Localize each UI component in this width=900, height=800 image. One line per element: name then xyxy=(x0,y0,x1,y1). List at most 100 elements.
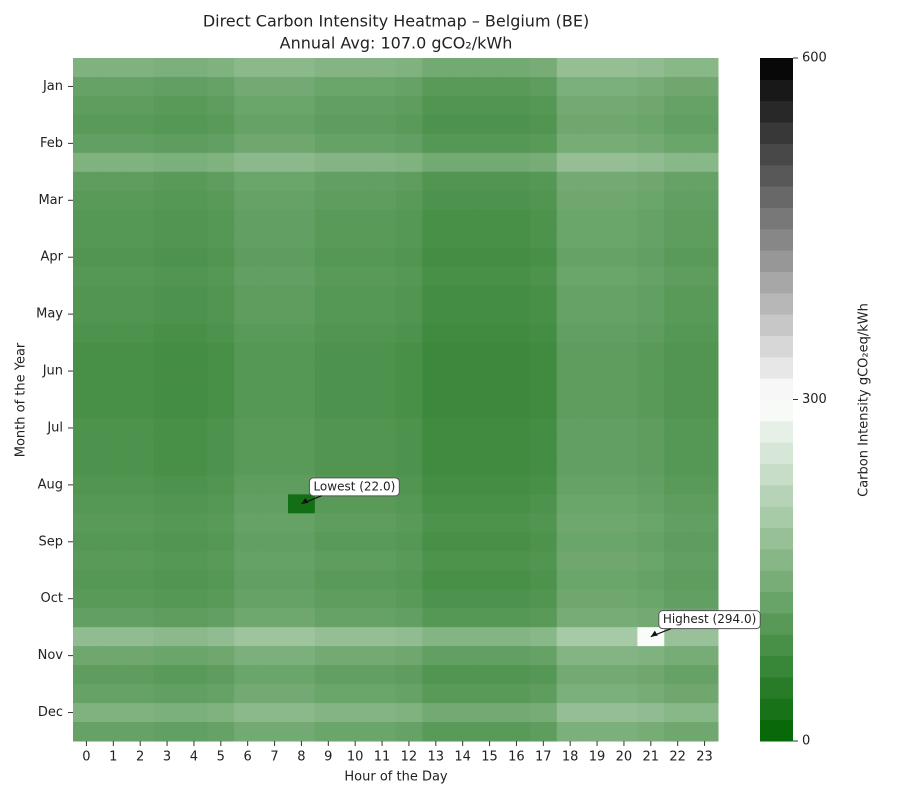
heat-cell xyxy=(180,171,208,192)
heat-cell xyxy=(261,494,289,514)
heat-cell xyxy=(476,532,504,552)
heat-cell xyxy=(503,361,531,382)
heat-cell xyxy=(449,399,477,419)
heat-cell xyxy=(529,285,558,306)
y-tick-label: Sep xyxy=(38,534,63,549)
heat-cell xyxy=(207,684,235,704)
heat-cell xyxy=(261,551,289,571)
heat-cell xyxy=(99,532,128,552)
heat-cell xyxy=(449,513,477,533)
heat-cell xyxy=(395,551,423,571)
heat-cell xyxy=(664,722,692,742)
heat-cell xyxy=(691,513,719,533)
heat-cell xyxy=(341,114,370,135)
heat-cell xyxy=(529,58,558,78)
heat-cell xyxy=(180,190,208,211)
heat-cell xyxy=(395,418,423,438)
heat-cell xyxy=(153,171,181,192)
heat-cell xyxy=(341,323,370,344)
heat-cell xyxy=(422,646,450,666)
heat-cell xyxy=(691,532,719,552)
heat-cell xyxy=(341,456,370,476)
heat-cell xyxy=(126,532,155,552)
heat-cell xyxy=(180,228,208,249)
x-tick-label: 6 xyxy=(244,750,252,765)
heat-cell xyxy=(529,399,558,419)
heat-cell xyxy=(180,399,208,419)
heat-cell xyxy=(126,703,155,723)
y-tick-label: Jan xyxy=(42,79,63,94)
heat-cell xyxy=(449,665,477,685)
heat-cell xyxy=(449,133,477,154)
heat-cell xyxy=(261,437,289,457)
heat-cell xyxy=(395,304,423,325)
heat-cell xyxy=(314,380,343,400)
heat-cell xyxy=(153,323,181,344)
annotation-arrowhead xyxy=(301,497,309,504)
heat-cell xyxy=(610,722,638,742)
heat-cell xyxy=(314,589,343,609)
heat-cell xyxy=(288,95,316,116)
heat-cell xyxy=(99,437,128,457)
heat-cell xyxy=(368,513,396,533)
heat-cell xyxy=(288,608,316,628)
heat-cell xyxy=(368,361,396,382)
heat-cell xyxy=(207,228,235,249)
heat-cell xyxy=(368,58,396,78)
heat-cell xyxy=(73,437,101,457)
heat-cell xyxy=(73,114,101,135)
heat-cell xyxy=(691,209,719,230)
heat-cell xyxy=(664,58,692,78)
heat-cell xyxy=(207,551,235,571)
heat-cell xyxy=(610,418,638,438)
heat-cell xyxy=(153,58,181,78)
heat-cell xyxy=(395,665,423,685)
heat-cell xyxy=(691,722,719,742)
heat-cell xyxy=(691,475,719,495)
heat-cell xyxy=(664,665,692,685)
heat-cell xyxy=(529,437,558,457)
heat-cell xyxy=(395,152,423,173)
colorbar-step xyxy=(760,548,793,571)
heat-cell xyxy=(556,684,585,704)
heat-cell xyxy=(637,399,665,419)
heat-cell xyxy=(261,95,289,116)
heat-cell xyxy=(207,665,235,685)
heat-cell xyxy=(234,247,262,268)
heat-cell xyxy=(664,684,692,704)
heat-cell xyxy=(73,152,101,173)
heat-cell xyxy=(691,285,719,306)
heat-cell xyxy=(610,380,638,400)
heat-cell xyxy=(314,133,343,154)
heat-cell xyxy=(207,513,235,533)
heat-cell xyxy=(126,646,155,666)
heat-cell xyxy=(368,152,396,173)
heat-cell xyxy=(610,494,638,514)
heat-cell xyxy=(449,342,477,363)
heat-cell xyxy=(341,190,370,211)
heat-cell xyxy=(556,361,585,382)
heat-cell xyxy=(261,266,289,287)
heat-cell xyxy=(476,285,504,306)
x-tick-label: 20 xyxy=(616,750,633,765)
heat-cell xyxy=(610,551,638,571)
heat-cell xyxy=(261,58,289,78)
heat-cell xyxy=(234,570,262,590)
heat-cell xyxy=(664,513,692,533)
annotation-box xyxy=(308,477,400,497)
heat-cell xyxy=(556,342,585,363)
heat-cell xyxy=(234,361,262,382)
heat-cell xyxy=(153,684,181,704)
heat-cell xyxy=(476,361,504,382)
heat-cell xyxy=(73,190,101,211)
heat-cell xyxy=(261,475,289,495)
heat-cell xyxy=(449,608,477,628)
heat-cell xyxy=(422,494,450,514)
heat-cell xyxy=(637,456,665,476)
heat-cell xyxy=(691,95,719,116)
heat-cell xyxy=(207,95,235,116)
heat-cell xyxy=(449,532,477,552)
heat-cell xyxy=(288,437,316,457)
heat-cell xyxy=(691,456,719,476)
heat-cell xyxy=(691,266,719,287)
